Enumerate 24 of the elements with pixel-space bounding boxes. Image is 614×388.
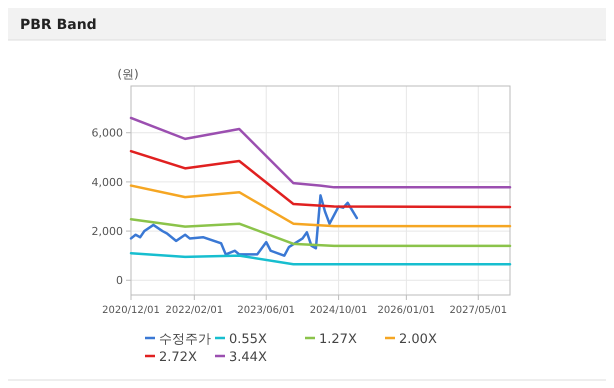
x-tick-label: 2027/05/01	[449, 305, 508, 316]
line-series	[130, 194, 358, 257]
legend-label: 3.44X	[229, 350, 267, 365]
legend-label: 2.72X	[159, 350, 197, 365]
line-series	[130, 150, 512, 208]
x-tick-label: 2022/02/01	[165, 305, 224, 316]
x-tick-label: 2024/10/01	[310, 305, 368, 316]
y-tick-label: 6,000	[92, 126, 123, 140]
chart-title: PBR Band	[20, 17, 97, 33]
legend-label: 수정주가	[159, 332, 211, 347]
y-axis-title: (원)	[117, 67, 139, 81]
legend-label: 0.55X	[229, 332, 267, 347]
legend-label: 1.27X	[319, 332, 357, 347]
y-tick-label: 0	[116, 274, 123, 288]
x-tick-label: 2020/12/01	[102, 305, 160, 316]
y-tick-label: 4,000	[92, 176, 123, 189]
legend-label: 2.00X	[399, 332, 437, 347]
line-series	[130, 252, 512, 266]
x-tick-label: 2023/06/01	[237, 305, 296, 316]
x-tick-label: 2026/01/01	[378, 305, 436, 316]
line-series	[130, 218, 512, 248]
y-tick-label: 2,000	[92, 225, 123, 238]
line-series	[130, 116, 512, 189]
line-series	[130, 184, 512, 228]
